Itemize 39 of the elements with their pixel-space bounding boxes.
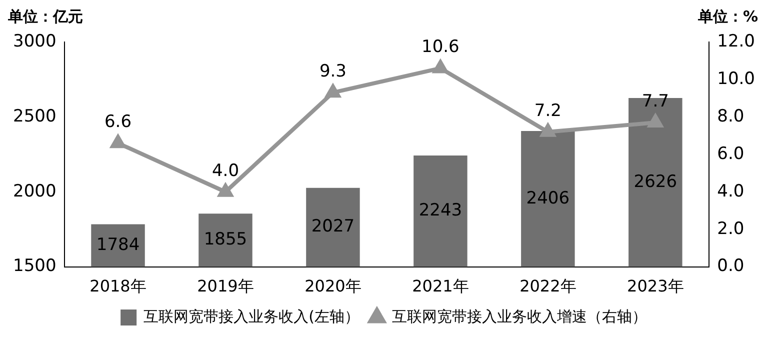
point	[110, 135, 126, 148]
point	[433, 60, 448, 74]
data-label: 7.7	[642, 91, 669, 112]
y2-tick-label: 8.0	[717, 106, 744, 126]
x-tick-label: 2022年	[520, 276, 576, 296]
point	[326, 84, 340, 98]
point	[540, 124, 556, 137]
data-label: 4.0	[212, 160, 240, 181]
data-label: 6.6	[104, 112, 132, 132]
y2-tick-label: 6.0	[717, 144, 744, 164]
legend-label: 互联网宽带接入业务收入增速（右轴）	[392, 307, 647, 326]
point	[648, 114, 663, 128]
data-label: 2027	[311, 216, 355, 237]
x-tick-label: 2023年	[627, 276, 684, 296]
data-label: 7.2	[534, 100, 562, 121]
y-tick-label: 2500	[13, 106, 56, 126]
data-label: 2243	[418, 200, 462, 221]
y2-tick-label: 10.0	[717, 68, 756, 89]
x-tick-label: 2019年	[197, 276, 254, 296]
data-label: 9.3	[319, 62, 346, 82]
y-tick-label: 3000	[13, 31, 56, 52]
y2-tick-label: 12.0	[717, 31, 756, 52]
data-label: 10.6	[422, 37, 460, 58]
legend-label: 互联网宽带接入业务收入(左轴）	[144, 307, 360, 326]
data-label: 1855	[204, 230, 248, 250]
y2-tick-label: 4.0	[717, 181, 744, 202]
y2-axis-title: 单位：%	[696, 7, 758, 26]
y-tick-label: 2000	[13, 181, 56, 202]
data-label: 2406	[526, 188, 570, 208]
y-tick-label: 1500	[13, 256, 56, 276]
data-label: 2626	[634, 172, 678, 192]
y2-tick-label: 0.0	[717, 256, 744, 276]
y2-tick-label: 2.0	[717, 218, 744, 239]
x-tick-label: 2020年	[304, 276, 362, 296]
data-label: 1784	[96, 234, 140, 255]
x-tick-label: 2021年	[412, 276, 469, 296]
x-tick-label: 2018年	[90, 276, 146, 296]
y-axis-title: 单位：亿元	[7, 7, 83, 26]
point	[218, 184, 233, 197]
